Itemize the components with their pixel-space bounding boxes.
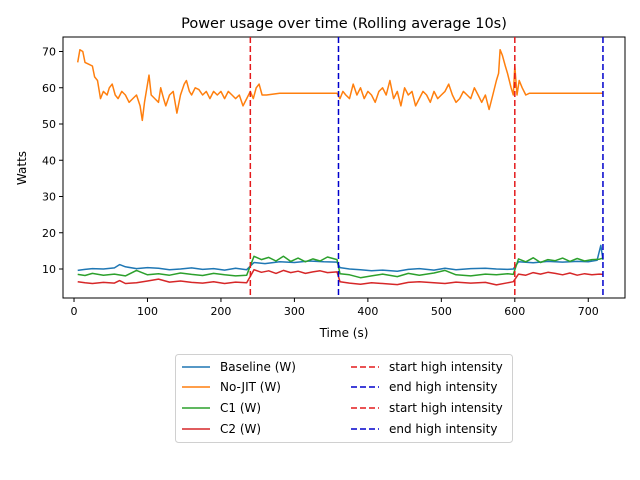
legend: Baseline (W) No-JIT (W) C1 (W) C2 (W) start … [175,354,513,443]
legend-label: Baseline (W) [220,360,296,374]
x-tick-label: 200 [210,305,231,318]
series-layer [76,48,604,286]
x-tick-label: 400 [357,305,378,318]
y-axis-label: Watts [15,151,29,185]
legend-label: start high intensity [389,401,503,415]
legend-label: C2 (W) [220,422,261,436]
y-tick-label: 10 [42,263,56,276]
y-axis-ticks: 10 20 30 40 50 60 70 [42,46,63,276]
legend-label: end high intensity [389,422,497,436]
x-tick-label: 100 [137,305,158,318]
series-line-0 [77,244,604,272]
plot-area [62,36,626,299]
legend-frame [175,354,513,443]
y-tick-label: 60 [42,82,56,95]
x-tick-label: 0 [71,305,78,318]
x-tick-label: 500 [431,305,452,318]
plot-frame [62,36,626,299]
legend-label: start high intensity [389,360,503,374]
x-axis-ticks: 0 100 200 300 400 500 600 700 [71,298,599,318]
series-line-1 [76,48,603,122]
series-line-3 [77,268,604,286]
x-tick-label: 300 [284,305,305,318]
x-tick-label: 600 [504,305,525,318]
y-tick-label: 50 [42,118,56,131]
y-tick-label: 70 [42,46,56,59]
x-axis-label: Time (s) [319,326,369,340]
x-tick-label: 700 [578,305,599,318]
legend-label: end high intensity [389,380,497,394]
y-tick-label: 30 [42,191,56,204]
y-tick-label: 20 [42,227,56,240]
y-tick-label: 40 [42,154,56,167]
legend-label: No-JIT (W) [220,380,281,394]
marker-lines-layer [249,37,604,298]
chart-title: Power usage over time (Rolling average 1… [181,16,507,32]
legend-label: C1 (W) [220,401,261,415]
